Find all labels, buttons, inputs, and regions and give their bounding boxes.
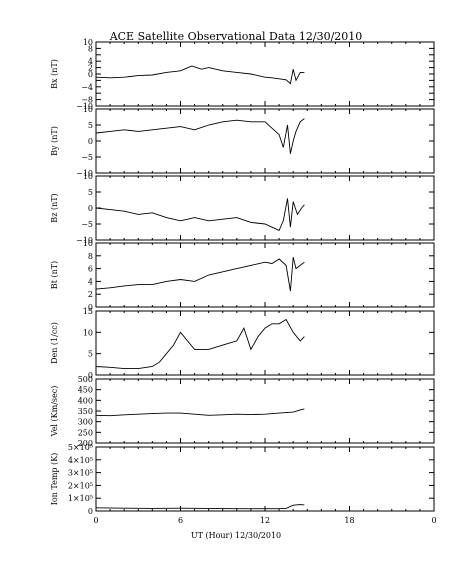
y-tick-label: 2	[88, 64, 93, 73]
x-axis-label: UT (Hour) 12/30/2010	[191, 531, 281, 540]
panel-4: 0 5 10 15 Den (1/cc)	[50, 307, 435, 380]
panel-frame	[95, 378, 435, 444]
series-line-0	[95, 65, 305, 85]
y-tick-label: 0	[88, 137, 93, 146]
y-tick-label: −10	[76, 169, 93, 178]
y-axis-label: Bx (nT)	[50, 59, 59, 89]
panel-6: 0 1×10⁵ 2×10⁵ 3×10⁵ 4×10⁵ 5×10⁵ Ion Temp (K)	[50, 443, 435, 516]
panel-frame	[95, 175, 435, 241]
y-tick-label: 8	[88, 44, 93, 53]
panel-frame	[95, 242, 435, 308]
y-tick-label: −10	[76, 102, 93, 111]
x-tick-label: 6	[178, 516, 183, 525]
y-axis-label: Bz (nT)	[50, 193, 59, 222]
panel-1: −10 −5 0 5 10 By (nT)	[50, 105, 435, 178]
y-tick-label: −10	[76, 236, 93, 245]
series-line-4	[95, 318, 305, 370]
y-tick-label: 4	[88, 57, 93, 66]
y-axis-label: Bt (nT)	[50, 261, 59, 289]
y-tick-label: −5	[81, 153, 93, 162]
y-tick-label: 2×10⁵	[68, 481, 93, 490]
y-tick-label: 10	[83, 172, 93, 181]
x-tick-label: 0	[93, 516, 98, 525]
y-tick-label: 10	[83, 105, 93, 114]
series-line-5	[95, 408, 305, 417]
series-line-1	[95, 118, 305, 154]
y-tick-label: −4	[81, 83, 93, 92]
y-tick-label: 5	[88, 121, 93, 130]
y-tick-label: 5	[88, 188, 93, 197]
y-axis-label: Ion Temp (K)	[50, 453, 59, 506]
y-tick-label: 10	[83, 239, 93, 248]
y-tick-label: 2	[88, 290, 93, 299]
y-tick-label: 4×10⁵	[68, 456, 93, 465]
panel-frame	[95, 446, 435, 512]
x-tick-label: 12	[260, 516, 270, 525]
y-axis-label: Vel (Km/sec)	[50, 386, 59, 438]
y-tick-label: 0	[88, 204, 93, 213]
series-line-2	[95, 198, 305, 231]
y-tick-label: 10	[83, 328, 93, 337]
y-axis-label: Den (1/cc)	[50, 322, 59, 364]
y-tick-label: 250	[78, 428, 93, 437]
y-tick-label: 450	[78, 386, 93, 395]
chart-title: ACE Satellite Observational Data 12/30/2…	[109, 30, 363, 43]
panel-frame	[95, 310, 435, 376]
x-tick-label: 18	[344, 516, 354, 525]
y-tick-label: 400	[78, 396, 93, 405]
panel-frame	[95, 108, 435, 174]
y-tick-label: 0	[88, 70, 93, 79]
y-tick-label: 1×10⁵	[68, 494, 93, 503]
y-tick-label: 500	[78, 375, 93, 384]
y-tick-label: 6	[88, 265, 93, 274]
series-line-3	[95, 256, 305, 292]
y-tick-label: 3×10⁵	[68, 469, 93, 478]
y-tick-label: 10	[83, 38, 93, 47]
y-tick-label: 300	[78, 418, 93, 427]
y-axis-label: By (nT)	[50, 126, 59, 156]
y-tick-label: 200	[78, 439, 93, 448]
y-tick-label: 5	[88, 350, 93, 359]
y-tick-label: 0	[88, 303, 93, 312]
y-tick-label: 0	[88, 371, 93, 380]
y-tick-label: 5×10⁵	[68, 443, 93, 452]
y-tick-label: 350	[78, 407, 93, 416]
y-tick-label: −5	[81, 220, 93, 229]
y-tick-label: 0	[88, 507, 93, 516]
y-tick-label: 15	[83, 307, 93, 316]
y-tick-label: −8	[81, 96, 93, 105]
x-tick-label: 0	[431, 516, 436, 525]
y-tick-label: 8	[88, 252, 93, 261]
panel-3: 0 2 4 6 8 10 Bt (nT)	[50, 239, 435, 312]
series-line-6	[95, 504, 305, 510]
panel-frame	[95, 41, 435, 107]
y-tick-label: 4	[88, 277, 93, 286]
panel-2: −10 −5 0 5 10 Bz (nT)	[50, 172, 435, 245]
